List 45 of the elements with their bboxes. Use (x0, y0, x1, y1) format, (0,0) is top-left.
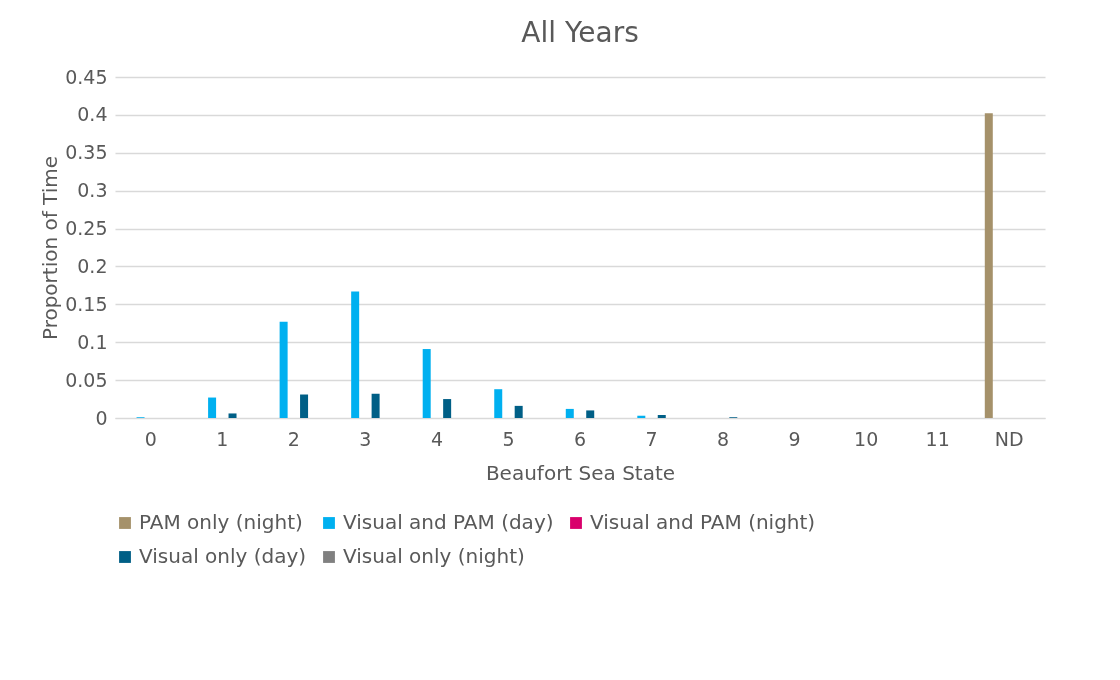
x-tick-label: 2 (287, 427, 300, 450)
legend-label: Visual and PAM (night) (590, 510, 816, 534)
x-tick-label: 9 (788, 427, 801, 450)
x-tick-label: 0 (144, 427, 157, 450)
x-tick-label: 5 (502, 427, 515, 450)
x-tick-label: 1 (216, 427, 229, 450)
y-tick-label: 0.15 (65, 292, 108, 315)
bar (351, 291, 360, 418)
bar (565, 408, 574, 418)
bar (984, 113, 993, 418)
bar (300, 394, 309, 418)
x-axis-title: Beaufort Sea State (485, 460, 676, 485)
y-tick-label: 0.1 (77, 330, 108, 353)
y-tick-label: 0.45 (65, 65, 108, 88)
bar (657, 414, 666, 418)
chart-title: All Years (521, 16, 639, 49)
x-tick-label: 8 (717, 427, 730, 450)
legend-label: PAM only (night) (139, 510, 303, 534)
x-tick-label: 3 (359, 427, 372, 450)
legend-label: Visual and PAM (day) (343, 510, 554, 534)
y-tick-label: 0.25 (65, 217, 108, 240)
bar (494, 389, 503, 418)
x-tick-label: 7 (645, 427, 658, 450)
x-tick-label: 4 (430, 427, 443, 450)
y-tick-label: 0.4 (77, 103, 108, 126)
bar (208, 397, 217, 418)
y-tick-label: 0 (95, 406, 108, 429)
legend-label: Visual only (night) (343, 544, 525, 568)
x-tick-label: 10 (854, 427, 879, 450)
bar (279, 321, 288, 418)
bar (586, 410, 595, 418)
bar (371, 393, 380, 418)
bar (514, 405, 523, 418)
x-tick-label: 11 (925, 427, 950, 450)
bar (443, 399, 452, 418)
y-tick-label: 0.35 (65, 141, 108, 164)
y-tick-label: 0.05 (65, 368, 108, 391)
y-tick-label: 0.3 (77, 179, 108, 202)
y-axis-title: Proportion of Time (38, 155, 63, 341)
x-tick-label: ND (994, 427, 1024, 450)
x-tick-label: 6 (573, 427, 587, 450)
y-tick-label: 0.2 (77, 254, 108, 277)
bar (228, 413, 237, 418)
bar (422, 349, 431, 418)
legend-label: Visual only (day) (139, 544, 307, 568)
